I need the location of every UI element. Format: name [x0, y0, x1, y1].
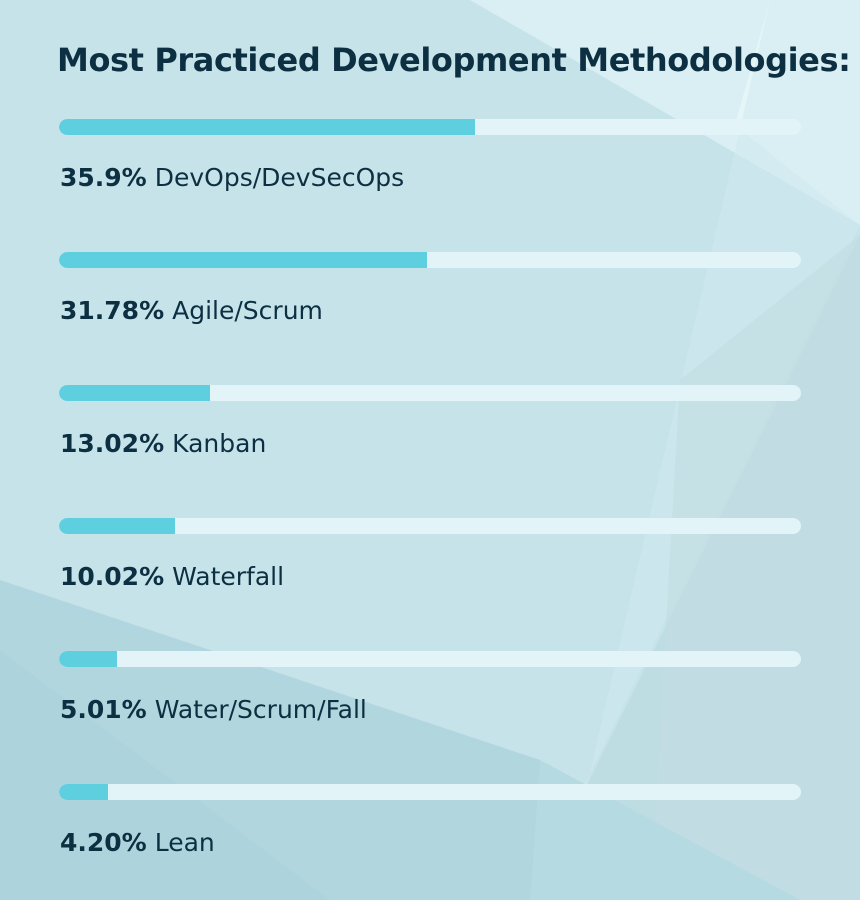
bar-fill [59, 518, 175, 534]
bar-value-label: 13.02% [60, 429, 165, 458]
bar-category-label: Agile/Scrum [172, 296, 323, 325]
bar-category-label: Waterfall [172, 562, 285, 591]
bar-label: 5.01% Water/Scrum/Fall [60, 693, 367, 727]
bar-label: 10.02% Waterfall [60, 560, 284, 594]
bar-category-label: DevOps/DevSecOps [154, 163, 405, 192]
bar-track [59, 252, 801, 268]
bar-category-label: Kanban [172, 429, 267, 458]
bar-fill [59, 385, 210, 401]
bar-fill [59, 784, 108, 800]
bar-fill [59, 651, 117, 667]
bar-label: 4.20% Lean [60, 826, 215, 860]
bar-label: 13.02% Kanban [60, 427, 266, 461]
bar-track [59, 385, 801, 401]
bar-value-label: 35.9% [60, 163, 147, 192]
bar-row: 35.9% DevOps/DevSecOps [59, 119, 801, 209]
bar-value-label: 10.02% [60, 562, 165, 591]
bar-row: 5.01% Water/Scrum/Fall [59, 651, 801, 741]
bar-fill [59, 252, 427, 268]
bar-track [59, 119, 801, 135]
bar-category-label: Lean [154, 828, 215, 857]
bar-track [59, 784, 801, 800]
bar-category-label: Water/Scrum/Fall [154, 695, 367, 724]
bar-row: 31.78% Agile/Scrum [59, 252, 801, 342]
bar-value-label: 4.20% [60, 828, 147, 857]
bar-label: 31.78% Agile/Scrum [60, 294, 323, 328]
bar-value-label: 5.01% [60, 695, 147, 724]
bar-fill [59, 119, 475, 135]
bar-row: 4.20% Lean [59, 784, 801, 874]
bar-row: 10.02% Waterfall [59, 518, 801, 608]
bar-value-label: 31.78% [60, 296, 165, 325]
bar-track [59, 518, 801, 534]
chart-title: Most Practiced Development Methodologies… [57, 41, 851, 79]
bar-row: 13.02% Kanban [59, 385, 801, 475]
bar-label: 35.9% DevOps/DevSecOps [60, 161, 404, 195]
bar-track [59, 651, 801, 667]
